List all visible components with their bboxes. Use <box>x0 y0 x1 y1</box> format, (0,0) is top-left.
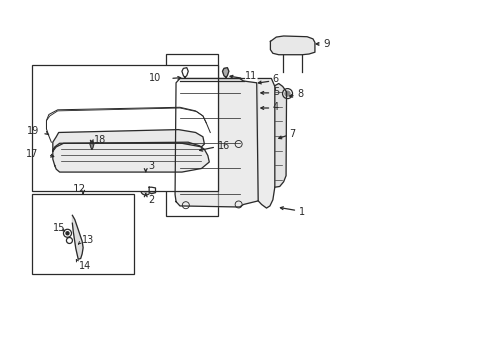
Circle shape <box>139 169 152 183</box>
Text: 17: 17 <box>26 149 38 159</box>
Text: 16: 16 <box>217 141 229 151</box>
Text: 7: 7 <box>289 129 295 139</box>
Text: 4: 4 <box>272 102 279 112</box>
Polygon shape <box>274 84 286 187</box>
Polygon shape <box>149 187 155 194</box>
Text: 13: 13 <box>82 235 94 246</box>
Circle shape <box>143 188 147 192</box>
Text: 10: 10 <box>149 73 161 84</box>
Polygon shape <box>182 68 188 77</box>
Polygon shape <box>270 36 314 55</box>
Polygon shape <box>90 141 94 149</box>
Text: 3: 3 <box>148 161 154 171</box>
Bar <box>32 194 134 274</box>
Text: 12: 12 <box>72 184 85 194</box>
Text: 8: 8 <box>297 89 303 99</box>
Polygon shape <box>222 68 228 77</box>
Text: 2: 2 <box>148 195 154 205</box>
Text: 9: 9 <box>323 39 330 49</box>
Polygon shape <box>72 215 83 259</box>
Text: 5: 5 <box>272 87 279 97</box>
Text: 6: 6 <box>272 74 279 84</box>
Circle shape <box>66 232 69 235</box>
Text: 18: 18 <box>94 135 106 145</box>
Polygon shape <box>53 142 209 172</box>
Text: 11: 11 <box>244 71 256 81</box>
Text: 14: 14 <box>79 261 91 271</box>
Text: 1: 1 <box>299 207 305 217</box>
Polygon shape <box>258 78 274 208</box>
Polygon shape <box>175 78 258 207</box>
Text: 15: 15 <box>53 222 65 233</box>
Circle shape <box>141 185 150 195</box>
Bar <box>32 65 217 191</box>
Polygon shape <box>53 130 204 151</box>
Text: 19: 19 <box>27 126 39 136</box>
Bar <box>166 54 217 216</box>
Circle shape <box>285 91 289 96</box>
